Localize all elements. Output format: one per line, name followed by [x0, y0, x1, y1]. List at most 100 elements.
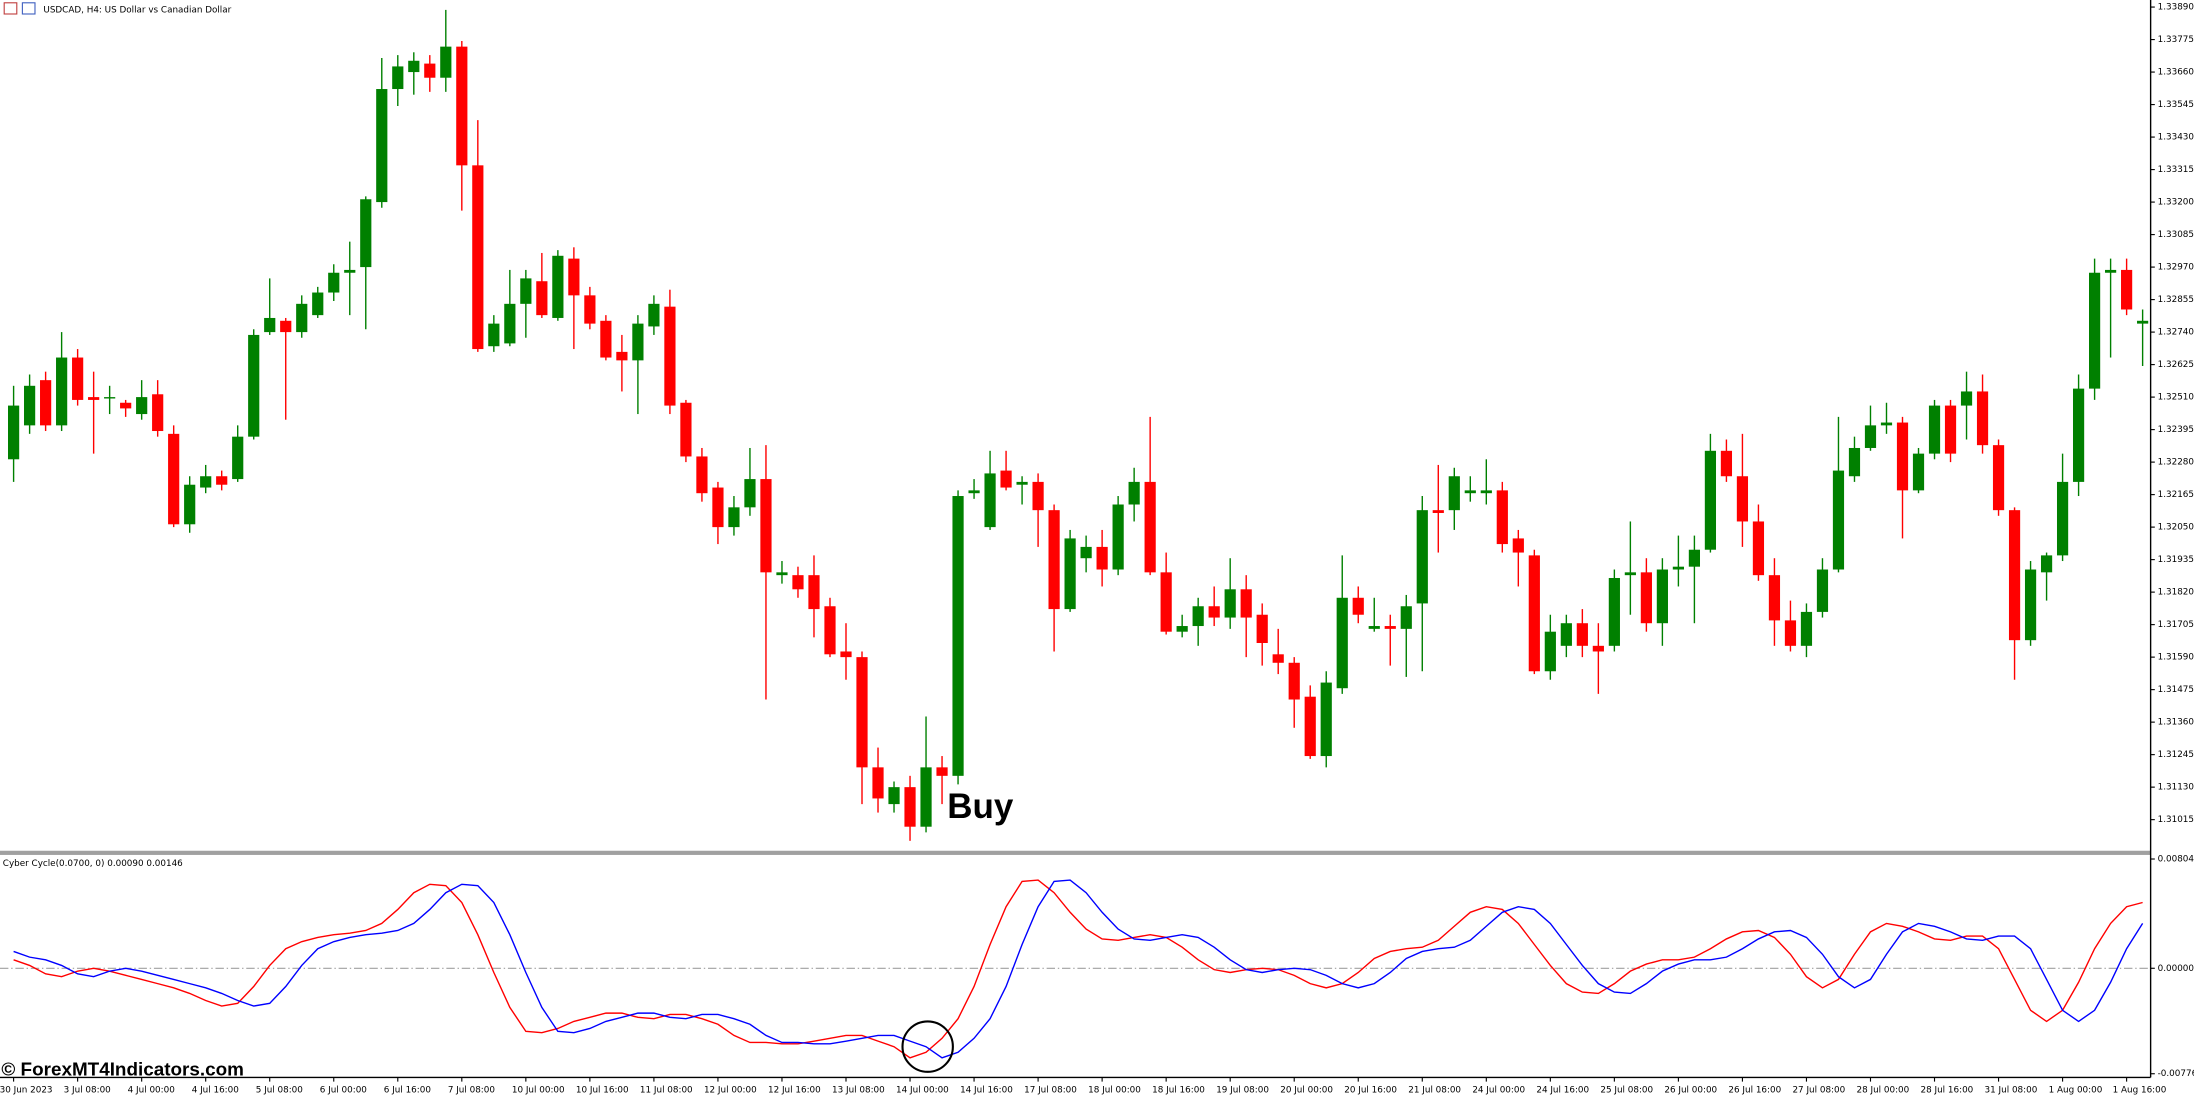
candle-body	[136, 397, 148, 415]
candle-body	[1752, 521, 1765, 576]
candle-body	[376, 89, 388, 203]
candle-body	[1096, 546, 1108, 570]
candle-body	[1000, 470, 1012, 488]
candle-body	[872, 767, 884, 799]
x-tick-label: 27 Jul 08:00	[1792, 1086, 1845, 1096]
candle-body	[1048, 510, 1060, 610]
candle-body	[1608, 577, 1620, 646]
candle-body	[2121, 269, 2133, 310]
x-tick-label: 30 Jun 2023	[0, 1086, 53, 1096]
x-tick-label: 28 Jul 00:00	[1856, 1086, 1909, 1096]
candle-body	[392, 66, 404, 90]
candle-body	[1736, 476, 1749, 522]
indicator-line	[13, 879, 2144, 1059]
candle-body	[1368, 626, 1380, 629]
y-tick-label: 1.33315	[2158, 165, 2194, 175]
candle-body	[1192, 606, 1204, 627]
x-tick-label: 18 Jul 16:00	[1152, 1086, 1205, 1096]
candle-body	[664, 306, 676, 406]
candle-body	[1496, 490, 1508, 545]
candle-body	[1992, 445, 2005, 511]
candle-body	[1832, 470, 1845, 570]
candle-body	[8, 405, 20, 460]
candle-body	[824, 606, 836, 655]
candle-body	[152, 394, 164, 432]
candle-body	[2056, 481, 2069, 556]
y-tick-label: 1.33890	[2158, 3, 2194, 13]
candle-body	[840, 651, 852, 658]
candle-body	[472, 165, 484, 350]
candle-body	[424, 63, 436, 78]
candle-body	[1288, 662, 1300, 700]
candle-body	[1656, 569, 1668, 624]
candle-body	[200, 476, 212, 488]
x-tick-label: 21 Jul 08:00	[1408, 1086, 1461, 1096]
candle-body	[2040, 555, 2053, 573]
candle-body	[296, 303, 308, 333]
candle-body	[584, 295, 596, 324]
candle-body	[920, 767, 932, 827]
x-tick-label: 10 Jul 00:00	[512, 1086, 565, 1096]
candle-body	[1768, 575, 1781, 621]
candle-body	[2072, 388, 2085, 482]
y-tick-label: 1.31360	[2158, 718, 2194, 728]
candle-body	[232, 436, 244, 480]
y-tick-label: 1.32625	[2158, 360, 2194, 370]
candle-body	[952, 496, 964, 776]
icon	[21, 2, 36, 15]
y-tick-label: 1.32165	[2158, 490, 2194, 500]
candle-body	[1256, 614, 1268, 643]
y-tick-label: 1.32855	[2158, 295, 2194, 305]
x-tick-label: 26 Jul 16:00	[1728, 1086, 1781, 1096]
y-tick-label: 1.31015	[2158, 815, 2194, 825]
candle-body	[1592, 645, 1604, 652]
candle-body	[488, 323, 500, 347]
signal-circle	[901, 1020, 954, 1073]
y-tick-label: 1.31130	[2158, 783, 2194, 793]
x-tick-label: 24 Jul 16:00	[1536, 1086, 1589, 1096]
x-tick-label: 19 Jul 08:00	[1216, 1086, 1269, 1096]
candle-body	[248, 334, 260, 437]
candle-body	[600, 320, 612, 358]
y-tick-label: 0.00000	[2158, 964, 2194, 974]
candle-body	[1912, 453, 1925, 491]
x-tick-label: 10 Jul 16:00	[576, 1086, 629, 1096]
candle-body	[1464, 490, 1476, 494]
candle-body	[1928, 405, 1941, 454]
chart-title: USDCAD, H4: US Dollar vs Canadian Dollar	[43, 5, 231, 15]
candle-body	[1704, 450, 1717, 550]
x-tick-label: 6 Jul 00:00	[320, 1086, 368, 1096]
candle-body	[696, 456, 708, 494]
candle-body	[776, 572, 788, 576]
candle-body	[40, 380, 52, 426]
indicator-title: Cyber Cycle(0.0700, 0) 0.00090 0.00146	[3, 859, 183, 869]
candle-body	[1864, 425, 1877, 448]
annotation: Buy	[947, 787, 1014, 826]
candle-body	[2024, 569, 2037, 641]
candle-body	[1304, 696, 1316, 757]
x-tick-label: 4 Jul 00:00	[128, 1086, 176, 1096]
candle-body	[104, 397, 116, 399]
x-tick-label: 28 Jul 16:00	[1921, 1086, 1974, 1096]
candle-body	[1944, 405, 1957, 454]
y-tick-label: 1.33200	[2158, 198, 2194, 208]
y-tick-label: 1.31935	[2158, 555, 2194, 565]
candle-body	[168, 433, 180, 525]
candle-body	[1848, 447, 1861, 477]
candle-body	[680, 402, 692, 457]
indicator-line	[13, 879, 2143, 1059]
y-tick-label: 1.31820	[2158, 588, 2194, 598]
candle-body	[552, 255, 564, 318]
candle-body	[1416, 510, 1428, 604]
candle-body	[1384, 626, 1396, 629]
x-tick-label: 11 Jul 08:00	[640, 1086, 693, 1096]
candle-body	[456, 46, 468, 166]
x-tick-label: 7 Jul 08:00	[448, 1086, 496, 1096]
candle-body	[2008, 510, 2021, 641]
candle-body	[1144, 481, 1156, 573]
x-tick-label: 31 Jul 08:00	[1985, 1086, 2038, 1096]
candle-body	[792, 575, 804, 590]
candle-body	[984, 473, 996, 528]
candle-body	[744, 479, 756, 508]
y-tick-label: 0.00804	[2158, 855, 2194, 865]
